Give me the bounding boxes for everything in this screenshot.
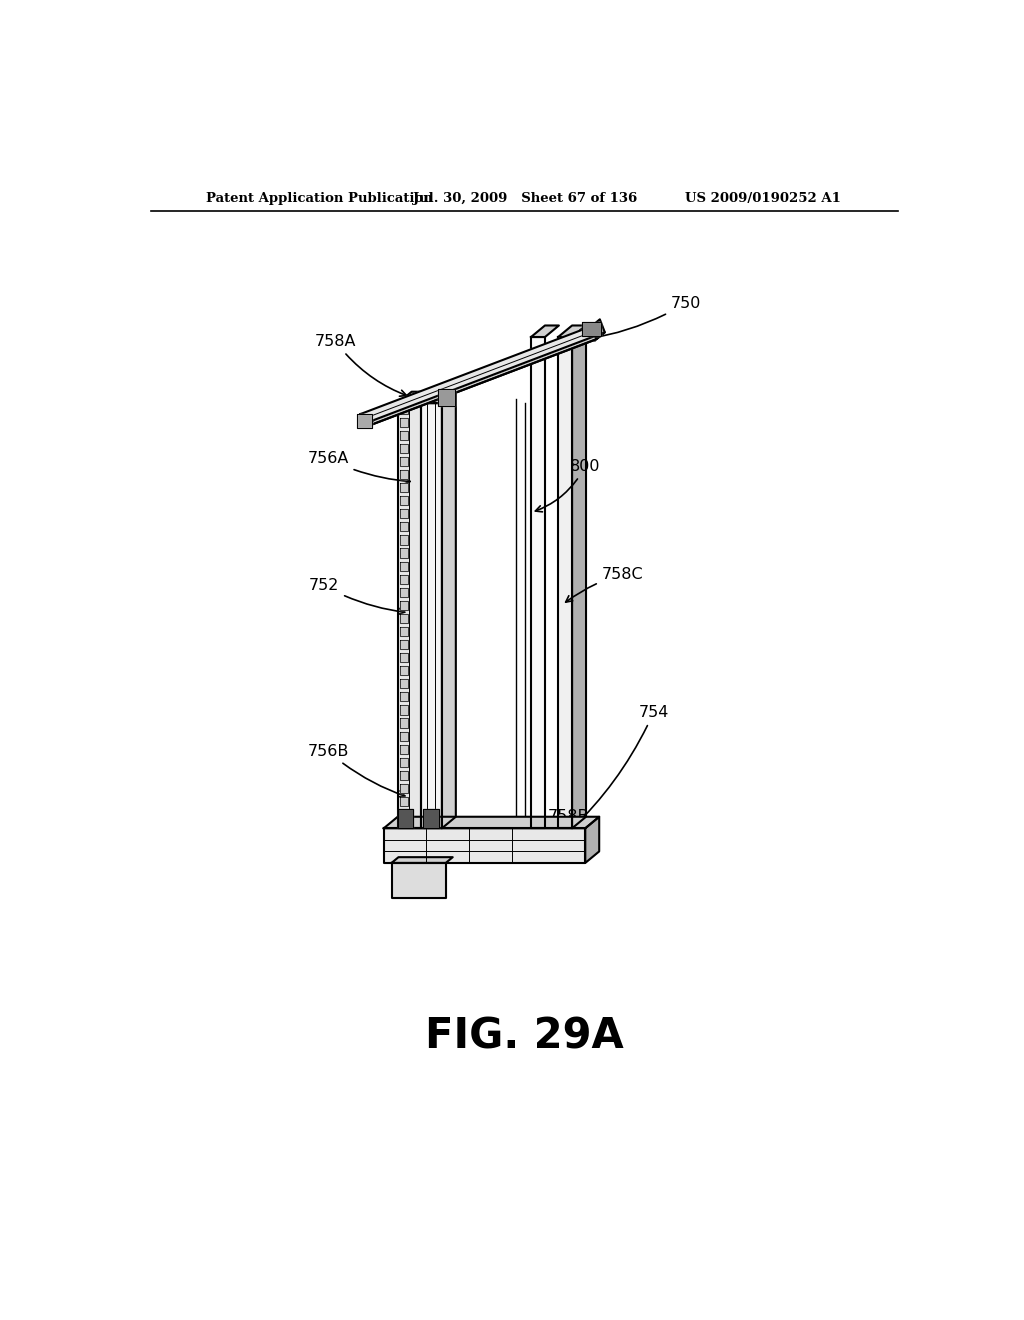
Polygon shape: [400, 417, 408, 426]
Polygon shape: [558, 326, 586, 337]
Polygon shape: [421, 404, 442, 829]
Polygon shape: [384, 817, 599, 829]
Polygon shape: [400, 797, 408, 807]
Polygon shape: [400, 810, 408, 820]
Text: 758A: 758A: [315, 334, 407, 396]
Text: 758B: 758B: [511, 809, 589, 845]
Polygon shape: [400, 601, 408, 610]
Polygon shape: [400, 587, 408, 597]
Polygon shape: [531, 337, 545, 829]
Polygon shape: [531, 326, 559, 337]
Polygon shape: [400, 523, 408, 532]
Polygon shape: [400, 561, 408, 570]
Text: US 2009/0190252 A1: US 2009/0190252 A1: [685, 191, 841, 205]
Text: 800: 800: [536, 459, 600, 512]
Polygon shape: [400, 627, 408, 636]
Polygon shape: [400, 404, 408, 413]
Polygon shape: [400, 614, 408, 623]
Polygon shape: [400, 457, 408, 466]
Text: Jul. 30, 2009   Sheet 67 of 136: Jul. 30, 2009 Sheet 67 of 136: [413, 191, 637, 205]
Polygon shape: [400, 744, 408, 754]
Text: 756B: 756B: [307, 743, 404, 797]
Polygon shape: [400, 444, 408, 453]
Polygon shape: [423, 809, 438, 829]
Polygon shape: [400, 640, 408, 649]
Text: Patent Application Publication: Patent Application Publication: [206, 191, 432, 205]
Polygon shape: [438, 389, 455, 407]
Text: 756A: 756A: [307, 451, 411, 484]
Polygon shape: [400, 548, 408, 557]
Polygon shape: [400, 430, 408, 440]
Polygon shape: [400, 536, 408, 545]
Polygon shape: [400, 705, 408, 714]
Polygon shape: [421, 392, 456, 404]
Polygon shape: [586, 817, 599, 863]
Polygon shape: [400, 758, 408, 767]
Polygon shape: [391, 857, 453, 863]
Polygon shape: [442, 392, 456, 829]
Polygon shape: [583, 322, 601, 335]
Polygon shape: [397, 809, 414, 829]
Polygon shape: [592, 319, 605, 339]
Text: FIG. 29A: FIG. 29A: [425, 1015, 625, 1057]
Polygon shape: [366, 333, 605, 426]
Polygon shape: [400, 731, 408, 741]
Polygon shape: [400, 667, 408, 676]
Polygon shape: [400, 470, 408, 479]
Text: 758C: 758C: [565, 566, 643, 602]
Text: 754: 754: [571, 705, 669, 829]
Polygon shape: [391, 863, 445, 898]
Polygon shape: [400, 483, 408, 492]
Polygon shape: [400, 692, 408, 701]
Polygon shape: [397, 404, 421, 829]
Polygon shape: [360, 326, 596, 426]
Polygon shape: [400, 496, 408, 506]
Polygon shape: [572, 326, 586, 829]
Polygon shape: [397, 392, 435, 404]
Polygon shape: [400, 680, 408, 688]
Text: 752: 752: [309, 578, 404, 615]
Text: 750: 750: [589, 296, 701, 341]
Polygon shape: [400, 574, 408, 583]
Polygon shape: [400, 653, 408, 663]
Polygon shape: [384, 829, 586, 863]
Polygon shape: [558, 337, 572, 829]
Polygon shape: [400, 771, 408, 780]
Polygon shape: [356, 414, 372, 428]
Polygon shape: [400, 718, 408, 727]
Polygon shape: [400, 510, 408, 519]
Polygon shape: [400, 784, 408, 793]
